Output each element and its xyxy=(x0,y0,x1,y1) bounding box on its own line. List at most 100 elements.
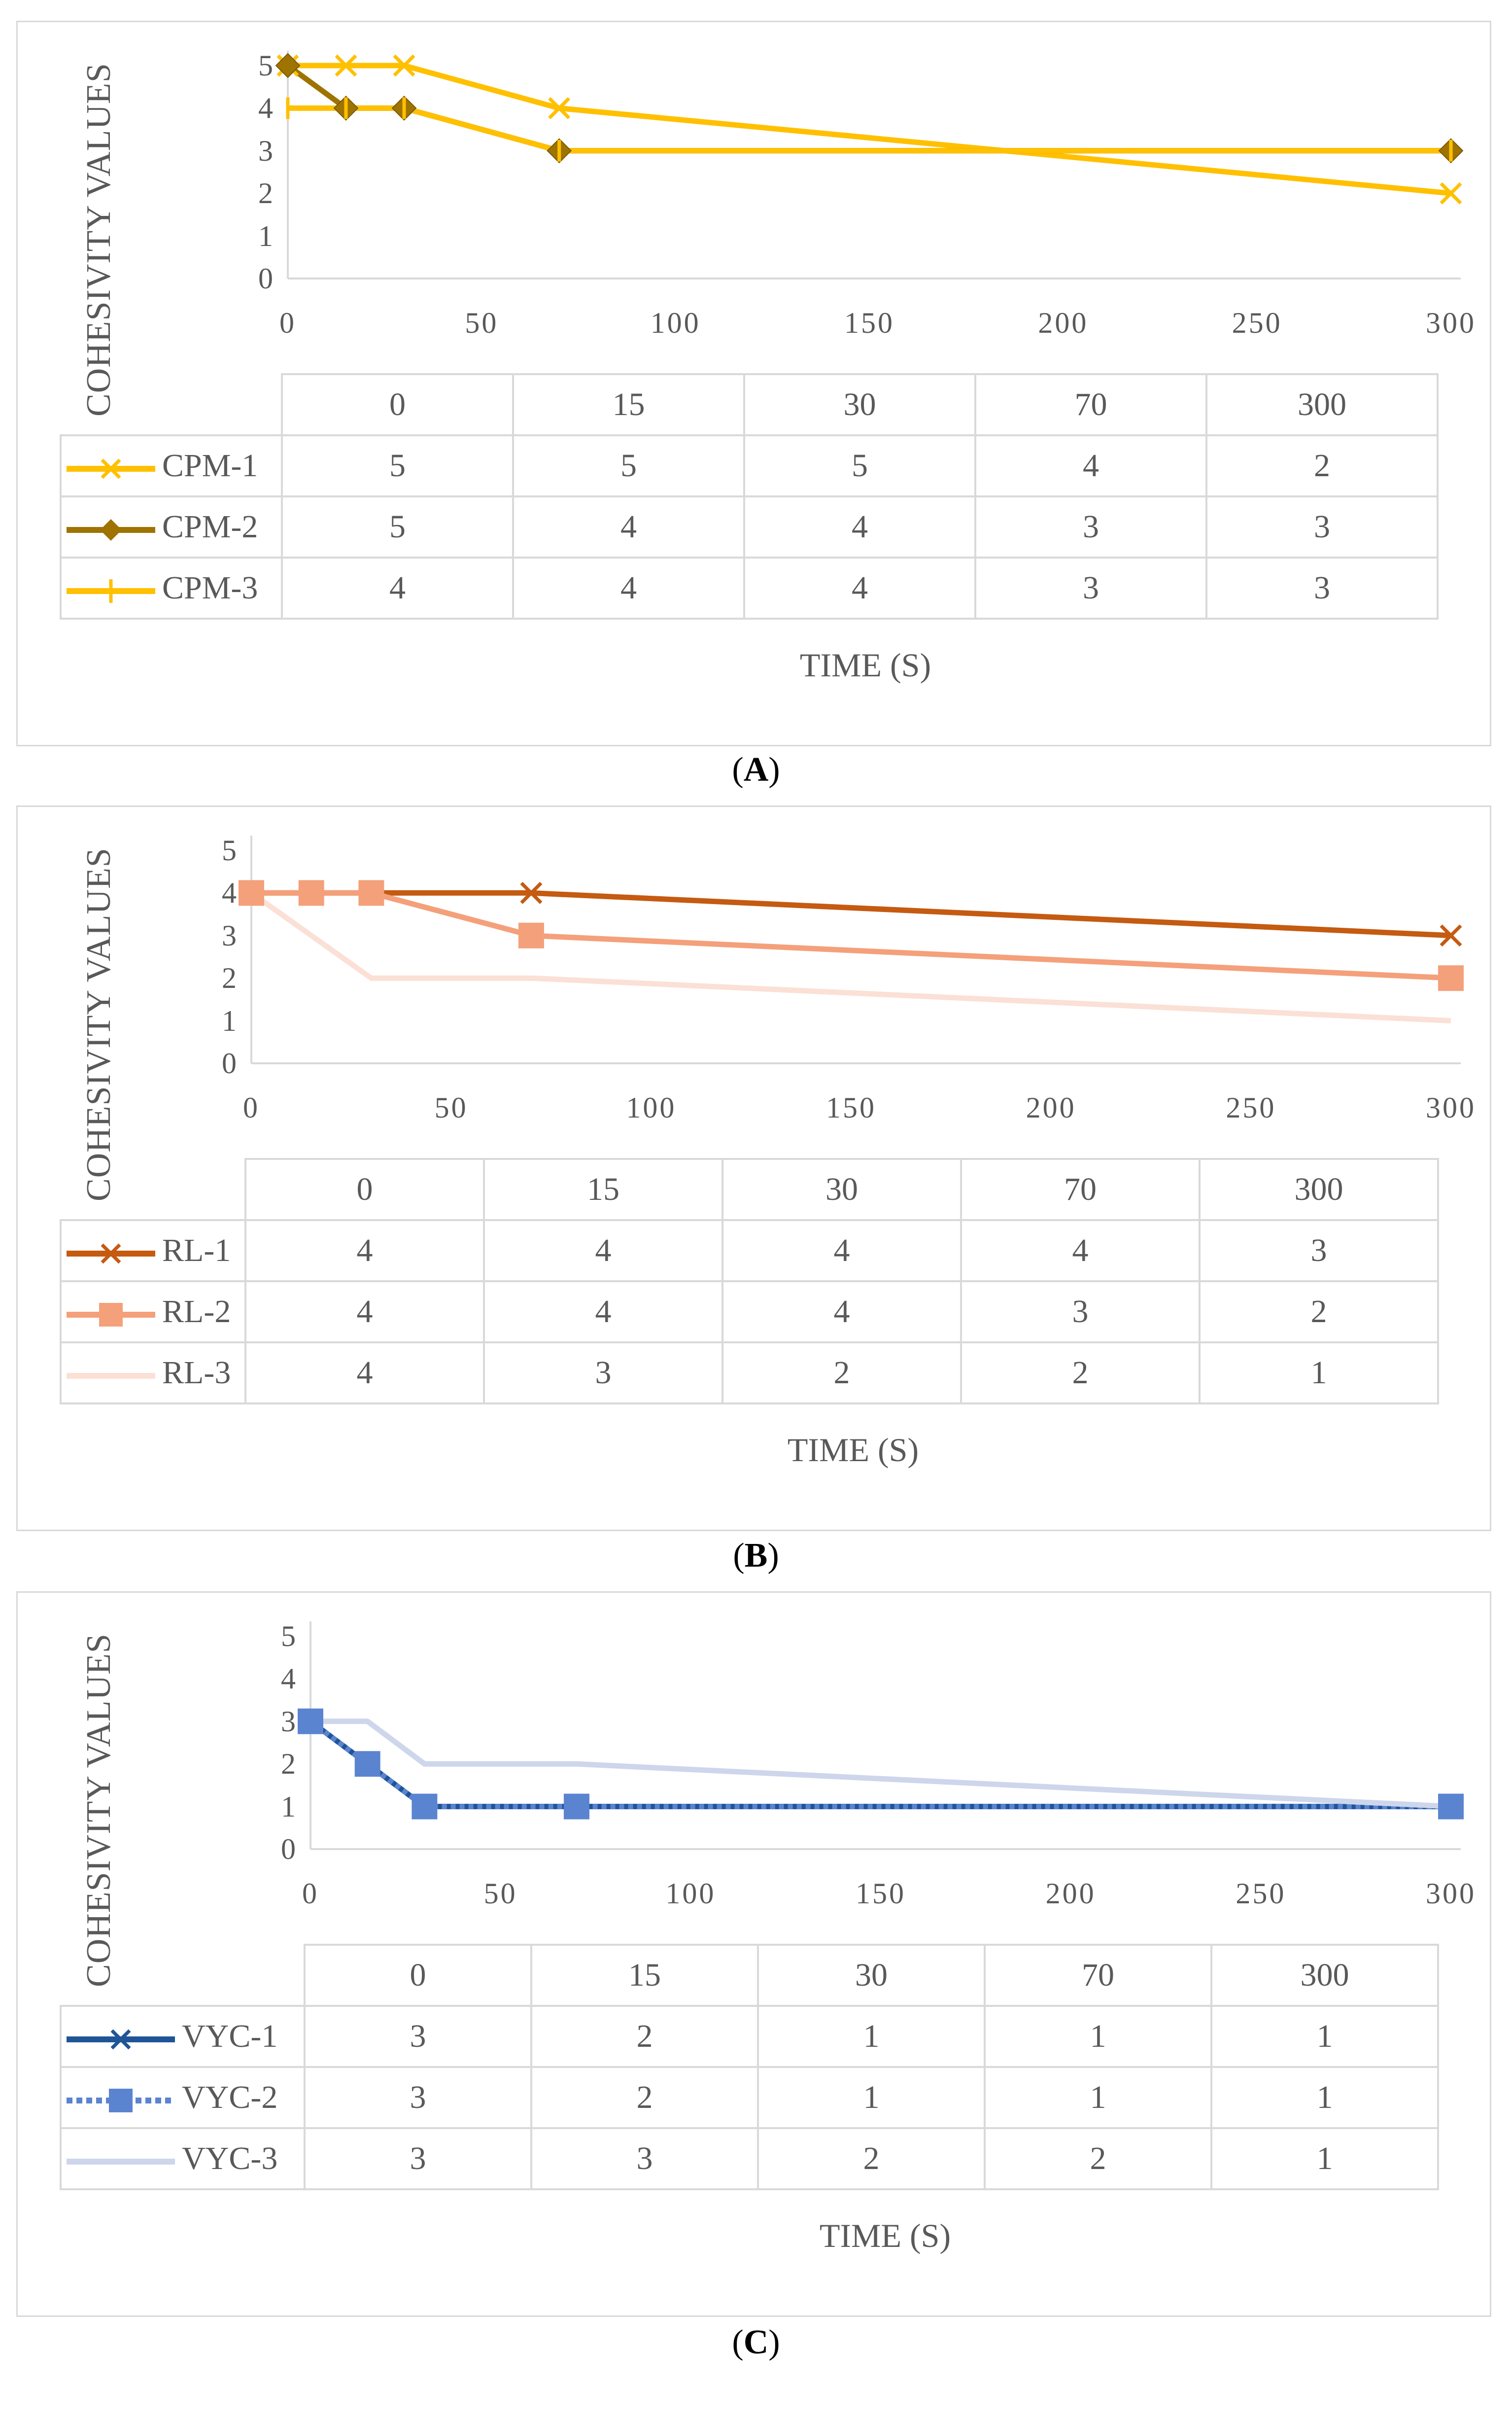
table-cell: 1 xyxy=(1210,2127,1439,2190)
data-point-cpm-1 xyxy=(1440,182,1462,205)
y-axis-title-b: COHESIVITY VALUES xyxy=(80,847,118,1201)
series-name: VYC-3 xyxy=(182,2140,278,2176)
x-tick-label: 300 xyxy=(1426,307,1476,339)
y-tick-label: 5 xyxy=(222,834,237,867)
table-header-cell: 15 xyxy=(483,1158,723,1221)
table-cell: 1 xyxy=(1199,1341,1439,1404)
x-tick-label: 200 xyxy=(1026,1091,1076,1124)
y-tick-label: 2 xyxy=(258,177,273,210)
x-axis-title-c: TIME (S) xyxy=(819,2217,951,2254)
x-axis-title-b: TIME (S) xyxy=(787,1431,919,1469)
x-tick-label: 150 xyxy=(856,1877,906,1910)
table-cell: 3 xyxy=(1205,557,1439,620)
table-header-row: 0 15 30 70 300 xyxy=(61,1158,1439,1221)
table-cell: 1 xyxy=(1210,2005,1439,2068)
x-tick-label: 300 xyxy=(1426,1091,1476,1124)
table-cell: 3 xyxy=(974,495,1207,559)
chart-plot-b xyxy=(239,836,1464,1064)
data-point-rl-2 xyxy=(298,880,324,906)
table-cell: 4 xyxy=(281,557,514,620)
series-legend-cpm-1: CPM-1 xyxy=(60,434,283,497)
data-point-rl-2 xyxy=(518,922,544,948)
series-name: RL-3 xyxy=(162,1355,231,1391)
table-header-cell: 300 xyxy=(1205,373,1439,436)
table-cell: 2 xyxy=(530,2066,759,2129)
series-name: RL-2 xyxy=(162,1294,231,1330)
table-cell: 1 xyxy=(757,2005,986,2068)
table-row: CPM-2 5 4 4 3 3 xyxy=(60,495,1439,559)
series-name: RL-1 xyxy=(162,1232,231,1268)
table-header-cell: 30 xyxy=(757,1944,986,2007)
x-tick-label: 150 xyxy=(844,307,894,339)
table-header-cell: 30 xyxy=(743,373,976,436)
data-point-cpm-2 xyxy=(275,53,301,78)
table-cell: 4 xyxy=(244,1219,485,1282)
series-legend-cpm-3: CPM-3 xyxy=(60,557,283,620)
table-cell: 3 xyxy=(483,1341,723,1404)
table-cell: 5 xyxy=(281,495,514,559)
series-line-rl-3 xyxy=(249,890,1451,1024)
series-line-vyc-3 xyxy=(310,1718,1451,1810)
data-point-vyc-2 xyxy=(354,1751,380,1777)
y-tick-label: 3 xyxy=(222,919,237,952)
table-cell: 5 xyxy=(281,434,514,497)
y-tick-label: 0 xyxy=(258,262,273,295)
data-point-vyc-2 xyxy=(1438,1793,1464,1820)
y-axis-title-a: COHESIVITY VALUES xyxy=(80,63,118,417)
series-line-rl-1 xyxy=(251,890,1451,939)
y-tick-label: 4 xyxy=(258,92,273,125)
series-legend-vyc-2: VYC-2 xyxy=(60,2066,306,2129)
series-name: CPM-1 xyxy=(162,448,258,484)
y-tick-label: 1 xyxy=(258,219,273,252)
y-tick-label: 2 xyxy=(281,1748,296,1781)
table-cell: 3 xyxy=(960,1280,1201,1343)
x-tick-label: 100 xyxy=(650,307,701,339)
data-table-a: 0 15 30 70 300 CPM-1 5 5 5 4 2 CPM-2 5 4… xyxy=(60,373,1439,620)
table-cell: 4 xyxy=(722,1280,962,1343)
x-tick-label: 250 xyxy=(1236,1877,1286,1910)
table-cell: 2 xyxy=(1205,434,1439,497)
table-header-cell: 0 xyxy=(244,1158,485,1221)
data-table-c: 0 15 30 70 300 VYC-1 3 2 1 1 1 VYC-2 3 2… xyxy=(60,1944,1439,2190)
y-tick-label: 2 xyxy=(222,962,237,995)
table-row: VYC-2 3 2 1 1 1 xyxy=(60,2066,1439,2129)
data-table-b: 0 15 30 70 300 RL-1 4 4 4 4 3 RL-2 4 4 4… xyxy=(60,1158,1439,1404)
panel-caption-b: (B) xyxy=(733,1537,779,1575)
series-legend-rl-3: RL-3 xyxy=(60,1341,246,1404)
x-tick-label: 250 xyxy=(1226,1091,1276,1124)
x-tick-label: 50 xyxy=(434,1091,468,1124)
y-tick-label: 4 xyxy=(281,1662,296,1695)
y-tick-label: 3 xyxy=(258,134,273,167)
series-legend-rl-1: RL-1 xyxy=(60,1219,246,1282)
legend-line-icon xyxy=(67,2158,175,2165)
table-cell: 4 xyxy=(244,1341,485,1404)
table-cell: 5 xyxy=(512,434,745,497)
table-cell: 2 xyxy=(984,2127,1212,2190)
table-cell: 4 xyxy=(722,1219,962,1282)
table-header-cell: 15 xyxy=(530,1944,759,2007)
x-tick-label: 200 xyxy=(1045,1877,1096,1910)
y-tick-label: 1 xyxy=(281,1790,296,1823)
data-point-rl-2 xyxy=(239,880,264,906)
table-row: RL-2 4 4 4 3 2 xyxy=(60,1280,1439,1343)
x-axis-title-a: TIME (S) xyxy=(799,646,931,684)
x-tick-label: 200 xyxy=(1038,307,1089,339)
data-point-vyc-2 xyxy=(412,1793,438,1820)
table-cell: 4 xyxy=(483,1219,723,1282)
legend-dotted-line-square-marker-icon xyxy=(67,2088,175,2112)
table-cell: 1 xyxy=(984,2066,1212,2129)
x-tick-label: 0 xyxy=(279,307,296,339)
table-header-cell: 0 xyxy=(281,373,514,436)
table-cell: 4 xyxy=(244,1280,485,1343)
table-header-cell: 70 xyxy=(984,1944,1212,2007)
data-point-vyc-2 xyxy=(563,1793,589,1820)
panel-caption-a: (A) xyxy=(732,751,780,789)
y-tick-label: 0 xyxy=(281,1833,296,1865)
table-header-row: 0 15 30 70 300 xyxy=(61,1944,1439,2007)
table-header-cell: 300 xyxy=(1210,1944,1439,2007)
chart-plot-a xyxy=(275,51,1464,280)
x-tick-label: 250 xyxy=(1232,307,1282,339)
table-corner xyxy=(61,1159,246,1221)
table-cell: 3 xyxy=(530,2127,759,2190)
table-cell: 3 xyxy=(1205,495,1439,559)
